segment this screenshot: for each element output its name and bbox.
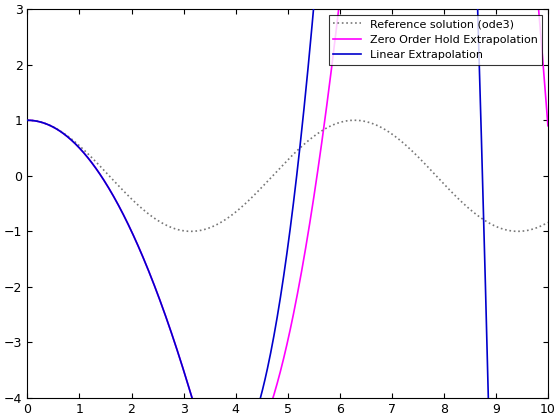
Zero Order Hold Extrapolation — [24, 118, 31, 123]
Line: Linear Extrapolation: Linear Extrapolation — [27, 0, 548, 420]
Reference solution (ode3) — [478, 216, 485, 221]
Reference solution (ode3) — [534, 225, 541, 230]
Zero Order Hold Extrapolation — [544, 123, 551, 128]
Line: Reference solution (ode3): Reference solution (ode3) — [27, 120, 548, 231]
Reference solution (ode3) — [188, 229, 194, 234]
Zero Order Hold Extrapolation — [65, 135, 72, 140]
Reference solution (ode3) — [114, 182, 121, 187]
Reference solution (ode3) — [224, 216, 231, 221]
Linear Extrapolation — [115, 203, 122, 208]
Line: Zero Order Hold Extrapolation: Zero Order Hold Extrapolation — [27, 0, 548, 420]
Reference solution (ode3) — [24, 118, 31, 123]
Legend: Reference solution (ode3), Zero Order Hold Extrapolation, Linear Extrapolation: Reference solution (ode3), Zero Order Ho… — [329, 15, 542, 65]
Zero Order Hold Extrapolation — [115, 203, 122, 208]
Reference solution (ode3) — [544, 220, 551, 225]
Reference solution (ode3) — [83, 150, 90, 155]
Linear Extrapolation — [65, 135, 72, 140]
Linear Extrapolation — [24, 118, 31, 123]
Reference solution (ode3) — [246, 197, 253, 202]
